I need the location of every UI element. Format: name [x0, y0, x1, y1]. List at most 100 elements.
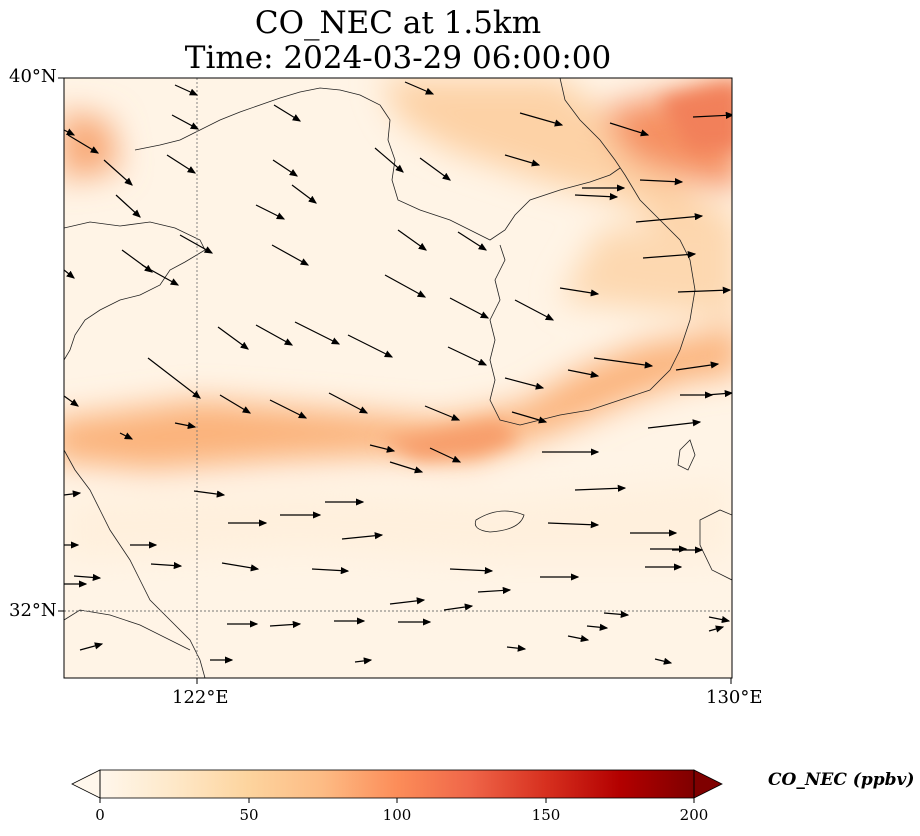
- wind-vector: [708, 625, 725, 633]
- wind-vector: [269, 399, 308, 419]
- wind-vector: [384, 274, 427, 298]
- coastlines: [64, 78, 732, 678]
- title-line-2: Time: 2024-03-29 06:00:00: [184, 40, 612, 76]
- colorbar-tick-0: 0: [95, 806, 105, 824]
- wind-vector: [193, 490, 226, 498]
- lon-tick-130e: 130°E: [706, 687, 763, 708]
- wind-vector: [654, 657, 673, 665]
- wind-vector: [272, 159, 298, 177]
- wind-vector: [64, 490, 82, 498]
- north-band: [380, 78, 732, 257]
- wind-vector: [603, 610, 630, 618]
- lat-tick-32n: 32°N: [9, 600, 57, 621]
- wind-vector: [705, 389, 732, 398]
- wind-vector: [64, 269, 75, 279]
- wind-vector: [219, 394, 252, 414]
- tsushima-island: [677, 439, 696, 471]
- wind-vector: [79, 642, 104, 651]
- wind-vector: [677, 286, 732, 294]
- wind-vectors: [64, 81, 732, 665]
- wind-vector: [567, 635, 590, 643]
- wind-vector: [141, 264, 180, 286]
- yangtze-estuary: [64, 609, 191, 651]
- wind-vector: [311, 567, 350, 575]
- wind-vector: [574, 193, 619, 201]
- wind-vector: [255, 324, 294, 346]
- china-east-coast: [64, 449, 206, 678]
- tick-marks: [58, 77, 732, 684]
- east-patch: [560, 220, 732, 320]
- colorbar-low-extend: [71, 769, 101, 799]
- wind-vector: [179, 234, 214, 254]
- wind-vector: [506, 644, 527, 652]
- wind-vector: [341, 532, 384, 540]
- korea-bay-coast: [419, 167, 621, 241]
- wind-vector: [67, 134, 100, 154]
- wind-vector: [404, 81, 435, 95]
- wind-vector: [635, 213, 704, 223]
- concentration-field: [64, 78, 732, 678]
- high-band: [64, 327, 732, 470]
- wind-vector: [374, 147, 404, 173]
- shandong-coast: [64, 221, 206, 361]
- wind-vector: [269, 620, 302, 629]
- wind-vector: [64, 395, 79, 407]
- wind-vector: [166, 154, 197, 174]
- wind-vector: [389, 597, 426, 605]
- colorbar-label: CO_NEC (ppbv): [768, 770, 915, 790]
- wind-vector: [449, 567, 494, 575]
- wind-vector: [514, 299, 555, 321]
- wind-vector: [119, 432, 134, 440]
- wind-vector: [504, 377, 545, 390]
- wind-vector: [457, 231, 488, 251]
- wind-vector: [64, 128, 76, 136]
- wind-vector: [574, 484, 627, 492]
- wind-vector: [424, 405, 461, 421]
- colorbar-gradient: [100, 770, 694, 798]
- corner-core: [660, 82, 732, 150]
- map-frame: [63, 77, 733, 679]
- wind-vector: [586, 623, 609, 631]
- wind-vector: [271, 244, 310, 266]
- wind-vector: [609, 122, 650, 137]
- colorbar: [71, 769, 723, 803]
- wind-vector: [419, 157, 451, 181]
- wind-vector: [397, 229, 427, 251]
- wind-vector: [477, 586, 512, 595]
- wind-vector: [255, 204, 286, 220]
- colorbar-tick-150: 150: [531, 806, 561, 824]
- wind-vector: [115, 194, 141, 218]
- band-core: [380, 420, 520, 460]
- wind-vector: [103, 159, 133, 186]
- wind-vector: [273, 104, 302, 122]
- south-faint: [64, 480, 732, 560]
- wind-vector: [647, 419, 702, 429]
- wind-vector: [291, 184, 317, 204]
- wind-vector: [73, 573, 102, 582]
- wind-vector: [221, 562, 260, 572]
- wind-vector: [443, 603, 474, 611]
- wind-vector: [447, 346, 488, 366]
- wind-vector: [559, 287, 600, 297]
- colorbar-high-extend: [693, 769, 723, 799]
- wind-vector: [429, 447, 462, 463]
- wind-vector: [567, 369, 600, 379]
- jeju-island: [474, 510, 525, 533]
- colorbar-tick-50: 50: [239, 806, 259, 824]
- wind-vector: [639, 178, 684, 186]
- colorbar-tick-100: 100: [382, 806, 412, 824]
- wind-vector: [150, 561, 183, 570]
- korea-east-coast: [519, 78, 696, 426]
- title-line-1: CO_NEC at 1.5km: [254, 5, 542, 41]
- wind-vector: [147, 357, 201, 399]
- wind-vector: [692, 111, 732, 119]
- wind-vector: [593, 357, 654, 369]
- wind-vector: [642, 250, 697, 259]
- lon-tick-122e: 122°E: [172, 687, 229, 708]
- wind-vector: [347, 334, 394, 358]
- wind-vector: [675, 361, 720, 371]
- kyushu-coast: [699, 509, 732, 581]
- wind-vector: [328, 392, 369, 414]
- wind-vector: [174, 84, 199, 96]
